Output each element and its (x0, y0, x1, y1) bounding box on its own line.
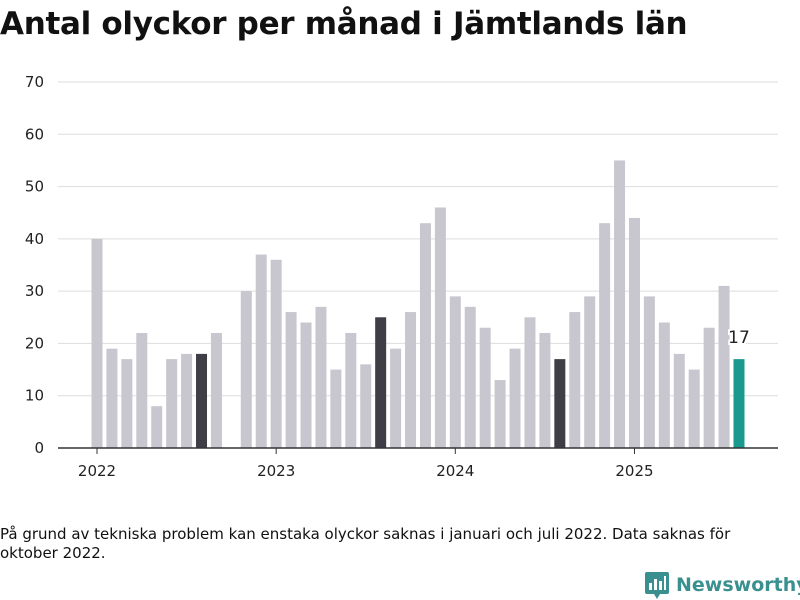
bar-2022-01 (91, 238, 103, 448)
bar-2023-09 (390, 348, 402, 448)
bar-2022-07 (181, 353, 193, 448)
x-tick-label: 2024 (436, 462, 474, 480)
bar-2022-05 (151, 406, 163, 448)
y-tick-label: 60 (25, 125, 44, 143)
y-axis-ticks: 0 10 20 30 40 50 60 70 (25, 73, 44, 457)
bar-2025-04 (673, 353, 685, 448)
x-tick-label: 2023 (257, 462, 295, 480)
brand-name: Newsworthy (676, 574, 800, 596)
bar-2022-08 (196, 353, 208, 448)
gridlines (58, 81, 778, 397)
bar-2023-03 (300, 322, 312, 448)
bar-2023-06 (345, 332, 357, 448)
bar-2024-11 (599, 223, 611, 448)
bar-2022-03 (121, 359, 133, 448)
bar-2023-12 (434, 207, 446, 448)
bar-2025-02 (643, 296, 655, 448)
bar-2022-11 (240, 291, 252, 448)
bar-2024-03 (479, 327, 491, 448)
bar-2022-04 (136, 332, 148, 448)
bar-2023-11 (419, 223, 431, 448)
y-tick-label: 0 (34, 439, 44, 457)
bar-2024-09 (569, 312, 581, 448)
bars (91, 160, 745, 448)
bar-2024-05 (509, 348, 521, 448)
brand-logo[interactable]: Newsworthy (644, 570, 800, 600)
bar-2025-03 (658, 322, 670, 448)
bar-2023-10 (405, 312, 417, 448)
bar-2023-01 (270, 259, 282, 448)
x-tick-label: 2022 (78, 462, 116, 480)
y-tick-label: 50 (25, 178, 44, 196)
bar-2022-12 (255, 254, 267, 448)
bar-2023-07 (360, 364, 372, 448)
bar-2024-04 (494, 380, 506, 448)
bar-2022-06 (166, 359, 178, 448)
y-tick-label: 70 (25, 73, 44, 91)
bar-2025-05 (688, 369, 700, 448)
data-label-latest: 17 (728, 328, 750, 348)
bar-2024-06 (524, 317, 536, 448)
bar-2024-02 (464, 306, 476, 448)
bar-2023-02 (285, 312, 297, 448)
bar-2023-08 (375, 317, 387, 448)
bar-2025-06 (703, 327, 715, 448)
bar-2024-10 (584, 296, 596, 448)
bar-2023-04 (315, 306, 327, 448)
bar-2025-01 (628, 217, 640, 448)
bar-2024-01 (449, 296, 461, 448)
bar-2023-05 (330, 369, 342, 448)
bar-chart: 0 10 20 30 40 50 60 70 2022 2023 2024 2025 17 (25, 73, 778, 480)
bar-2022-02 (106, 348, 118, 448)
y-tick-label: 10 (25, 387, 44, 405)
bar-2025-08 (733, 359, 745, 448)
data-labels: 17 (726, 326, 752, 350)
bar-2025-07 (718, 285, 730, 448)
bar-2022-09 (210, 332, 222, 448)
y-tick-label: 30 (25, 282, 44, 300)
x-axis-ticks: 2022 2023 2024 2025 (78, 448, 654, 480)
bar-2024-12 (614, 160, 626, 448)
y-tick-label: 40 (25, 230, 44, 248)
bar-2024-08 (554, 359, 566, 448)
y-tick-label: 20 (25, 334, 44, 352)
bar-2024-07 (539, 332, 551, 448)
chart-title: Antal olyckor per månad i Jämtlands län (0, 6, 688, 42)
bar-chart-logo-icon (645, 572, 669, 599)
x-tick-label: 2025 (615, 462, 653, 480)
footnote: På grund av tekniska problem kan enstaka… (0, 525, 731, 562)
